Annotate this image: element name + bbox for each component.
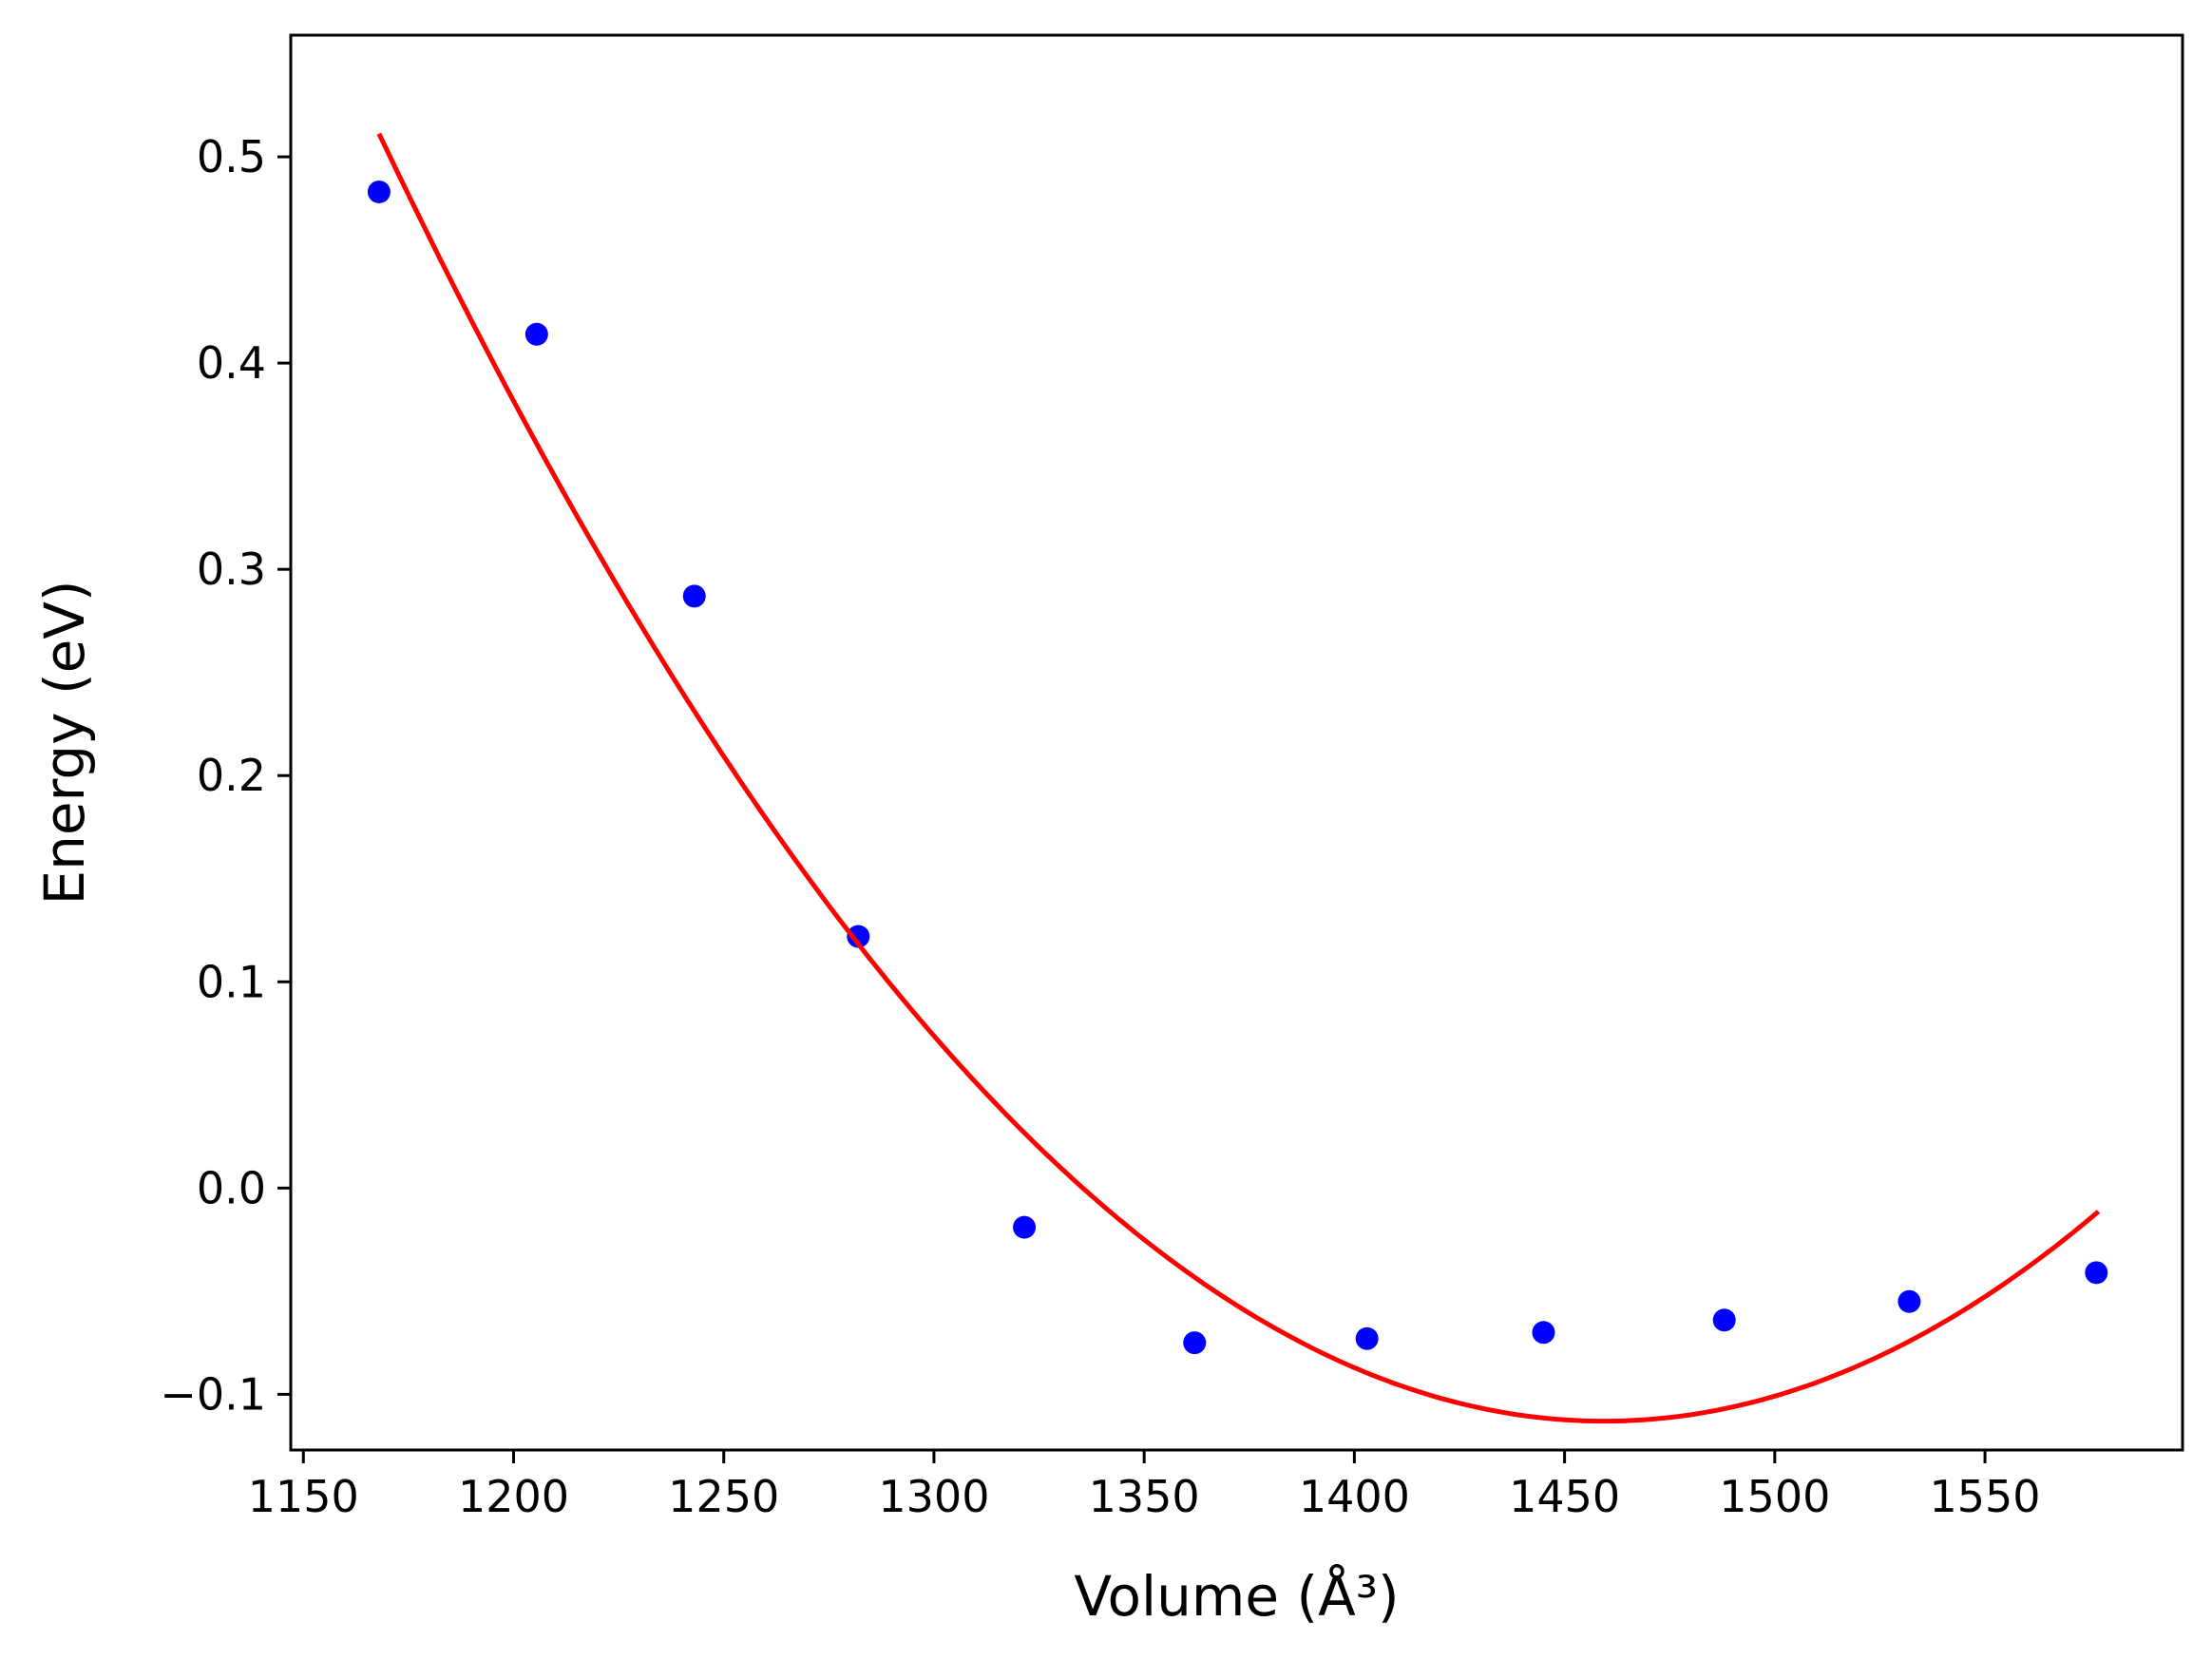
x-tick-label: 1500 (1719, 1471, 1830, 1522)
data-point (1013, 1215, 1037, 1239)
y-tick-label: 0.2 (197, 750, 266, 801)
data-point (2085, 1261, 2108, 1285)
fit-curve (376, 132, 2101, 1424)
x-axis-label: Volume (Å³) (1074, 1563, 1399, 1629)
y-tick-label: −0.1 (160, 1368, 266, 1420)
y-tick-label: 0.5 (197, 131, 266, 182)
data-point (1712, 1308, 1736, 1332)
data-point (1532, 1321, 1555, 1345)
data-point (1183, 1331, 1207, 1355)
data-point (1897, 1289, 1921, 1313)
x-tick-label: 1450 (1509, 1471, 1620, 1522)
data-point (1355, 1326, 1379, 1350)
x-tick-label: 1550 (1930, 1471, 2041, 1522)
y-axis-label: Energy (eV) (32, 580, 97, 905)
x-tick-label: 1400 (1299, 1471, 1410, 1522)
x-tick-label: 1350 (1089, 1471, 1200, 1522)
x-tick-label: 1250 (668, 1471, 779, 1522)
axes-frame (289, 33, 2184, 1452)
y-tick-label: 0.3 (197, 544, 266, 595)
data-point (367, 180, 391, 203)
data-point (682, 584, 706, 608)
y-tick-label: 0.4 (197, 337, 266, 389)
plot-layer (367, 132, 2108, 1424)
data-point (847, 925, 870, 948)
tick-layer: 1150 1200 1250 1300 1350 1400 1450 1500 1550 −0.1… (160, 131, 2040, 1522)
data-point (524, 322, 548, 346)
x-tick-label: 1300 (878, 1471, 989, 1522)
x-tick-label: 1150 (248, 1471, 359, 1522)
x-tick-label: 1200 (458, 1471, 569, 1522)
y-tick-label: 0.1 (197, 956, 266, 1007)
y-tick-label: 0.0 (197, 1162, 266, 1213)
